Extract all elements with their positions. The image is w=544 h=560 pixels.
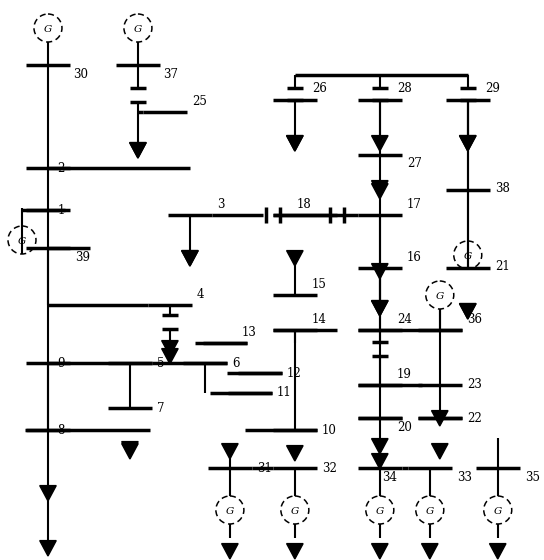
Text: 37: 37	[163, 68, 178, 81]
Text: 34: 34	[382, 471, 397, 484]
Text: G: G	[226, 506, 234, 516]
Polygon shape	[287, 446, 303, 461]
Text: 1: 1	[58, 203, 65, 217]
Text: 20: 20	[397, 421, 412, 434]
Polygon shape	[490, 544, 506, 559]
Text: G: G	[376, 506, 384, 516]
Text: 39: 39	[75, 251, 90, 264]
Text: 28: 28	[397, 82, 412, 95]
Text: 36: 36	[467, 313, 482, 326]
Polygon shape	[372, 301, 388, 316]
Text: 24: 24	[397, 313, 412, 326]
Text: 31: 31	[257, 461, 272, 474]
Text: 12: 12	[287, 366, 301, 380]
Text: 3: 3	[217, 198, 224, 211]
Text: 26: 26	[312, 82, 327, 95]
Text: G: G	[290, 506, 299, 516]
Text: 14: 14	[312, 313, 327, 326]
Text: G: G	[493, 506, 502, 516]
Text: 19: 19	[397, 368, 412, 381]
Text: 11: 11	[277, 386, 292, 399]
Polygon shape	[129, 143, 146, 158]
Text: G: G	[44, 25, 52, 34]
Polygon shape	[221, 444, 238, 459]
Polygon shape	[431, 410, 448, 426]
Polygon shape	[460, 136, 476, 151]
Text: 27: 27	[407, 157, 422, 170]
Text: 6: 6	[232, 357, 239, 370]
Polygon shape	[372, 544, 388, 559]
Text: 32: 32	[322, 461, 337, 474]
Text: G: G	[436, 292, 444, 301]
Text: 18: 18	[297, 198, 312, 211]
Polygon shape	[162, 349, 178, 364]
Polygon shape	[372, 438, 388, 454]
Text: 23: 23	[467, 379, 481, 391]
Polygon shape	[372, 454, 388, 469]
Text: 10: 10	[322, 423, 337, 436]
Text: 9: 9	[58, 357, 65, 370]
Polygon shape	[372, 264, 388, 279]
Text: 15: 15	[312, 278, 327, 291]
Polygon shape	[129, 143, 146, 158]
Polygon shape	[287, 544, 303, 559]
Polygon shape	[431, 444, 448, 459]
Text: 33: 33	[457, 471, 472, 484]
Text: 4: 4	[197, 288, 205, 301]
Text: G: G	[425, 506, 434, 516]
Polygon shape	[162, 340, 178, 356]
Polygon shape	[40, 540, 56, 556]
Text: 21: 21	[494, 259, 510, 273]
Polygon shape	[287, 136, 303, 151]
Polygon shape	[122, 444, 138, 459]
Polygon shape	[422, 544, 438, 559]
Text: 17: 17	[407, 198, 422, 211]
Polygon shape	[40, 486, 56, 501]
Text: 7: 7	[157, 402, 164, 414]
Text: 8: 8	[58, 423, 65, 436]
Text: 16: 16	[407, 251, 422, 264]
Polygon shape	[372, 136, 388, 151]
Polygon shape	[460, 304, 476, 319]
Polygon shape	[122, 442, 138, 457]
Polygon shape	[182, 251, 198, 266]
Text: 38: 38	[494, 181, 510, 194]
Text: G: G	[463, 251, 472, 260]
Polygon shape	[372, 301, 388, 316]
Text: G: G	[134, 25, 142, 34]
Polygon shape	[182, 251, 198, 266]
Polygon shape	[287, 251, 303, 266]
Polygon shape	[372, 184, 388, 199]
Polygon shape	[460, 136, 476, 151]
Polygon shape	[372, 181, 388, 196]
Text: 2: 2	[58, 161, 65, 175]
Polygon shape	[460, 304, 476, 319]
Text: 25: 25	[192, 95, 207, 108]
Text: 22: 22	[467, 412, 481, 424]
Polygon shape	[221, 544, 238, 559]
Text: 29: 29	[485, 82, 499, 95]
Text: 13: 13	[242, 326, 257, 339]
Polygon shape	[287, 136, 303, 151]
Text: G: G	[18, 236, 26, 245]
Text: 5: 5	[157, 357, 164, 370]
Text: 35: 35	[525, 471, 540, 484]
Text: 30: 30	[73, 68, 88, 81]
